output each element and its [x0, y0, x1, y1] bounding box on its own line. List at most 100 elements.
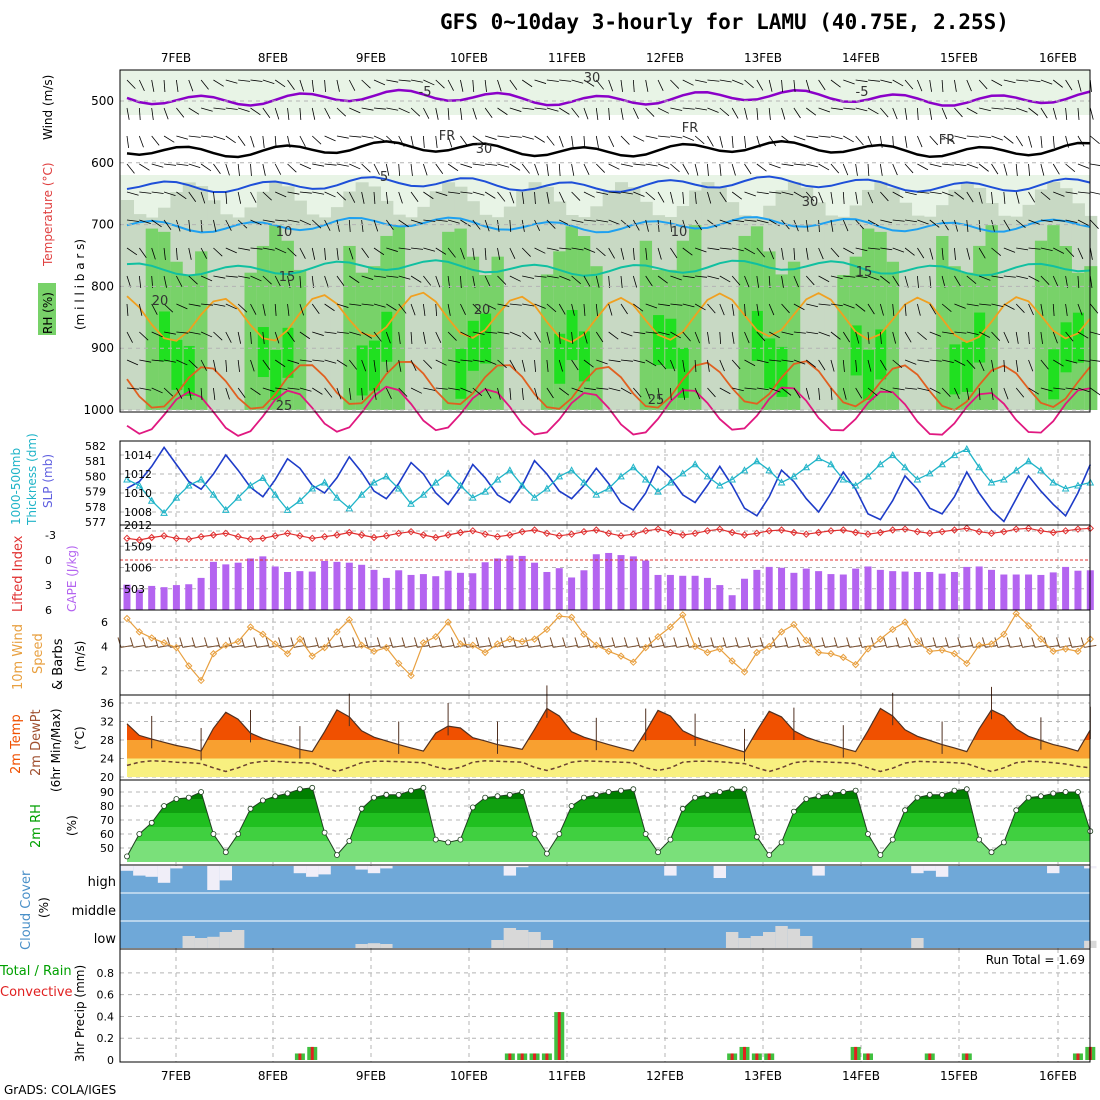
wind-barb [324, 191, 336, 198]
thickness-point [259, 473, 267, 481]
wind-barb [818, 135, 831, 138]
wind-barb [571, 219, 584, 223]
wind-barb [163, 107, 169, 120]
wind-speed-point [963, 659, 971, 668]
wind-barb [756, 163, 767, 172]
wind-barb [1090, 135, 1100, 144]
wind-barb [768, 107, 771, 120]
wind-barb [558, 331, 561, 344]
lifted-index-point [147, 533, 156, 542]
rh-tick-label: 50 [100, 842, 114, 855]
cloud-high-gap [219, 866, 232, 881]
cloud-high-gap [380, 866, 393, 869]
wind-barb [978, 331, 991, 338]
wind-barb [1028, 191, 1036, 203]
surface-wind-barb [874, 644, 887, 648]
wind-barb [694, 191, 697, 204]
rh-point [482, 794, 489, 801]
wind-barb [275, 247, 287, 254]
wind-barb [126, 191, 139, 196]
wind-barb [509, 247, 516, 260]
wind-barb [880, 79, 893, 84]
wind-speed-point [172, 643, 181, 652]
wind-barb [942, 359, 954, 363]
temperature-axis-label: Temperature (°C) [41, 162, 55, 267]
lifted-index-point [950, 526, 959, 534]
wind-barb [571, 107, 580, 118]
wind-barb [842, 219, 849, 232]
rh-shade-bright [1060, 322, 1072, 373]
wind-barb [917, 191, 930, 194]
lifted-index-point [975, 527, 983, 536]
surface-wind-barb-flag [327, 637, 332, 648]
lifted-index-point [987, 529, 996, 538]
rh-shade-mid [1022, 204, 1036, 410]
rh-shade-green [936, 236, 950, 410]
wind-barb [880, 191, 889, 202]
wind-barb [274, 79, 286, 88]
wind-barb [806, 359, 816, 368]
wind-barb [126, 387, 139, 390]
wind-barb [349, 303, 362, 306]
lifted-index-point [814, 528, 823, 537]
surface-wind-barb [824, 644, 838, 648]
precip-convective-bar [545, 1053, 549, 1060]
cloud-low-bar [911, 938, 924, 948]
surface-wind-barb [1022, 644, 1035, 648]
wind-barb [521, 387, 524, 400]
wind-barb [423, 163, 428, 176]
wind-barb [472, 219, 481, 230]
surface-wind-barb-flag [759, 637, 764, 648]
wind-barb [1077, 163, 1090, 169]
wind-barb [595, 303, 598, 316]
cloud-low-bar [231, 930, 245, 948]
wind-barb [385, 163, 390, 176]
thickness-point [481, 487, 489, 495]
wind-barb [756, 331, 766, 342]
cape-bar [580, 570, 588, 610]
wind-barb [558, 303, 566, 315]
rh-point [235, 831, 242, 837]
wind-barb [275, 191, 287, 198]
surface-wind-barb-flag [216, 637, 221, 648]
rh-point [828, 790, 834, 797]
rh-point [766, 852, 773, 858]
thickness-axis-label-b: Thickness (dm) [25, 433, 39, 526]
wind-barb [262, 331, 265, 344]
wind-barb [731, 107, 739, 119]
wind-speed-point [567, 613, 576, 621]
wind-barb [880, 247, 893, 251]
wind-barb [312, 191, 325, 195]
wind-barb [435, 219, 448, 222]
wind-barb [954, 247, 956, 260]
slp-tick-label: 1014 [124, 449, 152, 462]
wind-barb [719, 107, 730, 117]
wind-barb [719, 163, 722, 176]
wind-barb [682, 135, 695, 141]
wind-barb [670, 79, 680, 89]
wind-barb [139, 219, 151, 224]
wind-barb [373, 387, 377, 400]
surface-wind-barb-flag [525, 637, 530, 648]
rh-point [469, 804, 476, 811]
precip-convective-bar [854, 1046, 858, 1060]
wind-barb [978, 191, 983, 204]
rh-point [309, 784, 316, 791]
wind-barb [620, 359, 633, 362]
wind-barb [398, 331, 401, 344]
wind-barb [287, 191, 300, 195]
thickness-point [135, 481, 144, 489]
cape-bar [876, 569, 884, 610]
wind-barb [966, 303, 979, 307]
wind-barb [1003, 107, 1016, 111]
rh-shade-green [738, 235, 752, 410]
wind-barb [781, 79, 783, 92]
cape-bar [950, 571, 958, 610]
surface-wind-barb-flag [463, 637, 468, 648]
rh-shade-bright [159, 311, 171, 362]
lifted-index-point [888, 526, 897, 534]
wind-barb [225, 219, 232, 231]
cloud-low-bar [763, 932, 776, 948]
wind-barb [843, 275, 856, 278]
rh-point [457, 836, 464, 843]
